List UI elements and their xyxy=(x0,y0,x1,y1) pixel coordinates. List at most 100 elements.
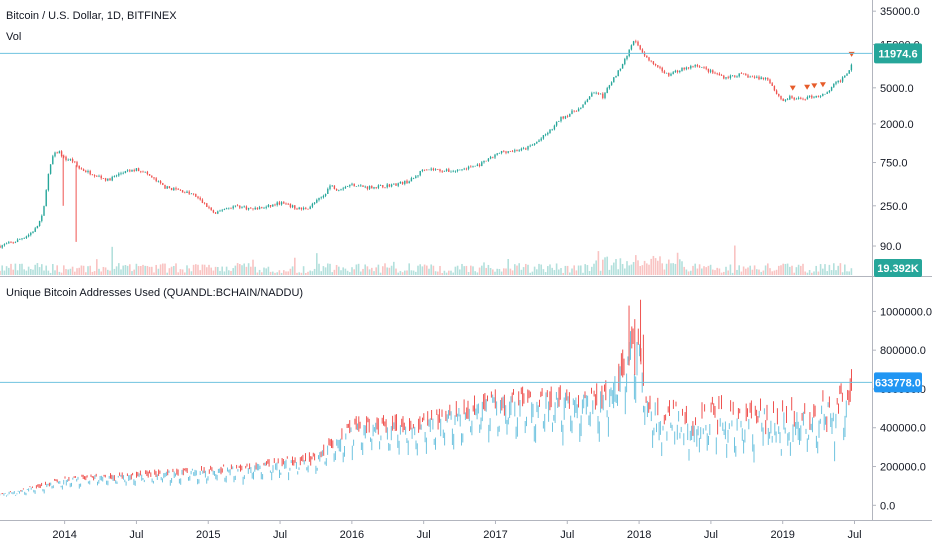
price-candle-body xyxy=(63,156,65,157)
price-candle-body xyxy=(753,76,756,78)
price-candle-body xyxy=(263,207,265,209)
price-candle-body xyxy=(287,203,289,205)
price-candle-body xyxy=(509,151,512,152)
volume-bar xyxy=(811,272,813,275)
price-candle-body xyxy=(151,175,153,178)
price-candle-body xyxy=(463,168,465,170)
price-candle-body xyxy=(650,60,652,62)
volume-bars xyxy=(0,245,853,275)
price-candle-body xyxy=(221,209,223,211)
volume-bar xyxy=(338,266,340,275)
price-candle-body xyxy=(225,208,228,210)
volume-bar xyxy=(635,255,637,275)
volume-bar xyxy=(709,264,712,275)
price-candle-body xyxy=(360,185,362,187)
volume-bar xyxy=(736,269,738,275)
price-candle-body xyxy=(52,156,54,165)
addresses-badge: 633778.0 xyxy=(874,372,922,393)
price-candle-body xyxy=(305,207,307,209)
volume-bar xyxy=(465,265,468,275)
volume-bar xyxy=(85,272,87,275)
price-candle-body xyxy=(487,158,490,162)
volume-bar xyxy=(74,271,76,275)
volume-bar xyxy=(815,265,817,275)
price-candle-body xyxy=(808,95,811,97)
volume-bar xyxy=(494,271,496,275)
price-candle-body xyxy=(474,165,476,167)
addresses-axis-label: 400000.0 xyxy=(880,423,926,435)
volume-bar xyxy=(63,265,65,275)
volume-bar xyxy=(527,264,529,275)
time-axis-label: Jul xyxy=(417,529,431,541)
volume-bar xyxy=(346,270,349,275)
volume-bar xyxy=(514,264,516,275)
volume-bar xyxy=(349,272,351,275)
price-candle-body xyxy=(419,171,421,176)
price-candle-body xyxy=(470,166,472,168)
volume-bar xyxy=(747,267,749,275)
symbol-title[interactable]: Bitcoin / U.S. Dollar, 1D, BITFINEX xyxy=(6,10,177,22)
volume-bar xyxy=(188,268,190,275)
volume-bar xyxy=(445,272,448,275)
price-candle-body xyxy=(289,203,292,208)
volume-bar xyxy=(650,258,652,275)
volume-bar xyxy=(773,270,776,275)
volume-bar xyxy=(192,264,195,275)
price-candle-body xyxy=(243,206,245,208)
price-candle-body xyxy=(637,41,639,46)
price-candle-body xyxy=(300,207,303,210)
volume-badge-value: 19.392K xyxy=(877,263,919,275)
price-badge-value: 11974.6 xyxy=(878,48,917,60)
price-candle-body xyxy=(412,177,415,179)
price-candle-body xyxy=(835,82,837,84)
volume-bar xyxy=(184,272,186,275)
volume-bar xyxy=(848,271,850,275)
volume-bar xyxy=(353,269,355,275)
volume-bar xyxy=(844,264,846,275)
price-candle-body xyxy=(283,202,285,204)
volume-bar xyxy=(82,265,85,275)
volume-bar xyxy=(626,261,628,275)
signal-marker xyxy=(819,82,826,88)
price-candle-body xyxy=(96,176,98,177)
price-candle-body xyxy=(828,90,831,93)
volume-bar xyxy=(177,272,179,275)
volume-bar xyxy=(404,270,406,275)
price-candle-body xyxy=(690,66,692,69)
volume-bar xyxy=(577,265,580,275)
volume-bar xyxy=(707,265,710,275)
price-candle-body xyxy=(714,72,716,74)
volume-bar xyxy=(463,266,465,275)
price-candle-body xyxy=(582,104,584,108)
price-candle-body xyxy=(813,97,815,98)
volume-bar xyxy=(793,272,795,275)
volume-bar xyxy=(582,272,584,275)
price-candle-body xyxy=(551,129,553,131)
price-candle-body xyxy=(390,184,393,187)
price-candle-body xyxy=(415,176,417,178)
volume-bar xyxy=(507,259,509,275)
price-candle-body xyxy=(379,185,382,186)
price-candle-body xyxy=(822,93,824,96)
volume-bar xyxy=(742,266,745,275)
price-candle-body xyxy=(797,97,800,99)
time-axis[interactable]: 2014 Jul 2015 Jul 2016 Jul 2017 Jul 2018 Jul 2019 J… xyxy=(52,520,862,541)
volume-bar xyxy=(126,265,129,275)
price-candle-body xyxy=(34,228,36,232)
volume-bar xyxy=(412,270,415,275)
volume-bar xyxy=(408,263,410,275)
price-candle-body xyxy=(162,183,164,185)
volume-bar xyxy=(228,270,230,275)
volume-bar xyxy=(395,268,397,275)
price-candle-body xyxy=(153,177,155,179)
volume-bar xyxy=(76,268,78,275)
volume-label[interactable]: Vol xyxy=(6,31,22,43)
price-candle-body xyxy=(195,193,197,197)
volume-bar xyxy=(245,266,248,275)
indicator-title[interactable]: Unique Bitcoin Addresses Used (QUANDL:BC… xyxy=(6,287,304,299)
price-candle-body xyxy=(773,85,776,91)
volume-bar xyxy=(672,263,674,275)
price-candle-body xyxy=(771,83,773,86)
volume-bar xyxy=(98,268,100,275)
